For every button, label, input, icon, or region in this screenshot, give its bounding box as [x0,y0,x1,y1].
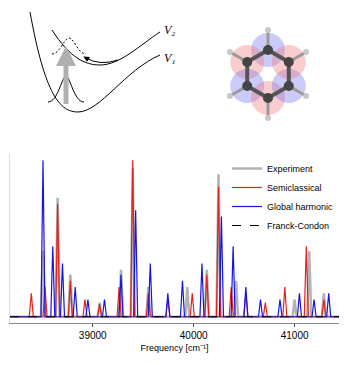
svg-text:V₁: V₁ [164,51,176,65]
svg-text:Frequency [cm⁻¹]: Frequency [cm⁻¹] [140,343,208,353]
svg-text:V₂: V₂ [164,23,176,37]
svg-text:Experiment: Experiment [267,164,313,174]
svg-text:Franck-Condon: Franck-Condon [267,221,329,231]
svg-text:Global harmonic: Global harmonic [267,202,333,212]
svg-text:40000: 40000 [180,330,208,341]
svg-text:Semiclassical: Semiclassical [267,183,322,193]
svg-text:39000: 39000 [79,330,107,341]
svg-text:41000: 41000 [281,330,309,341]
